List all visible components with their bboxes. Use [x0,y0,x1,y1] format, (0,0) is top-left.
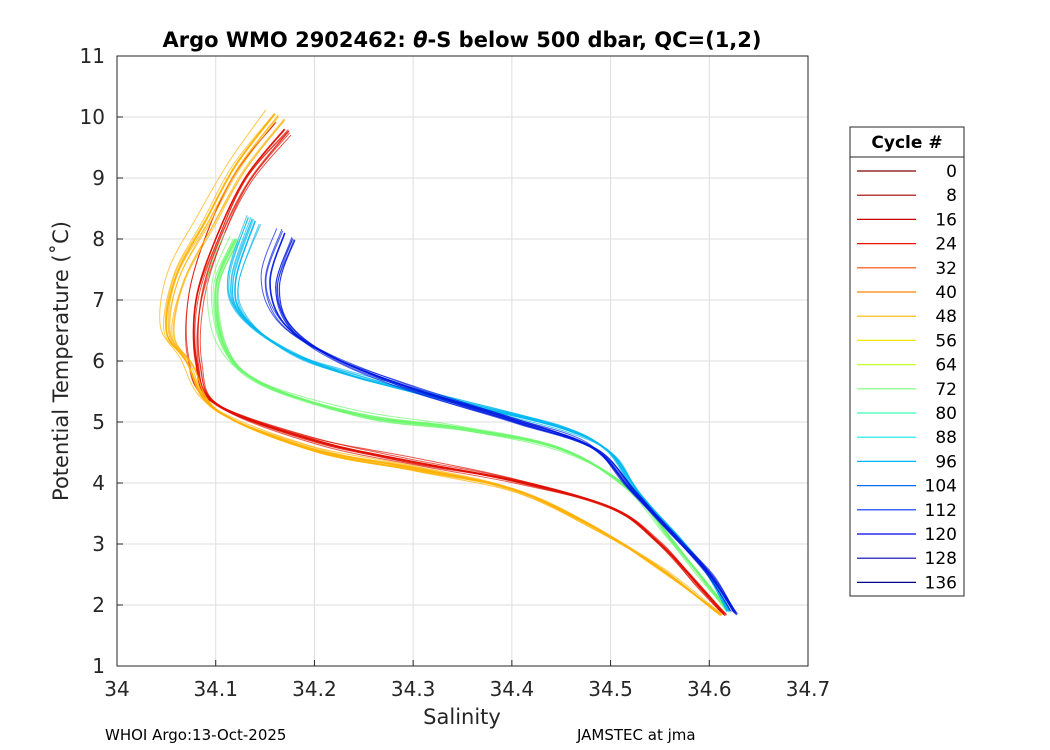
y-tick-label: 3 [92,532,105,556]
legend-label: 16 [935,210,957,230]
series-line-0-profile [197,130,727,615]
legend-label: 80 [935,404,957,424]
y-tick-label: 2 [92,593,105,617]
legend-box [849,126,965,597]
legend: Cycle # 0 8 16 24 32 40 48 56 64 72 80 88 96 104 112 12… [849,126,965,597]
profile-curves [159,109,738,617]
x-ticks: 34 34.1 34.2 34.3 34.4 34.5 34.6 34.7 [104,660,830,701]
x-tick-label: 34.1 [193,677,238,701]
footer-attribution: JAMSTEC at jma [577,726,696,744]
series-line-1-profile [173,119,723,616]
legend-label: 104 [925,477,957,497]
series-line-2-profile [212,238,729,613]
legend-label: 24 [935,235,957,255]
legend-label: 56 [935,331,957,351]
legend-label: 88 [935,428,957,448]
series-line-2-profile [206,232,727,612]
series-line-4-profile [276,239,737,616]
footer-source: WHOI Argo:13-Oct-2025 [105,726,287,744]
legend-label: 96 [935,452,957,472]
y-tick-label: 10 [80,105,105,129]
legend-label: 64 [935,356,957,376]
y-tick-label: 1 [92,654,105,678]
x-tick-label: 34.4 [490,677,535,701]
y-tick-label: 9 [92,166,105,190]
y-ticks: 1 2 3 4 5 6 7 8 9 10 11 [80,44,123,678]
legend-label: 32 [935,259,957,279]
y-tick-label: 7 [92,288,105,312]
series-line-0-profile [194,129,724,615]
x-tick-label: 34.2 [292,677,337,701]
x-tick-label: 34 [104,677,129,701]
legend-label: 120 [925,525,957,545]
legend-label: 40 [935,283,957,303]
legend-label: 0 [946,162,957,182]
series-line-3-profile [231,218,728,612]
x-tick-label: 34.7 [786,677,831,701]
legend-label: 8 [946,186,957,206]
x-axis-label: Salinity [423,705,501,729]
legend-label: 128 [925,549,957,569]
y-tick-label: 5 [92,410,105,434]
legend-title: Cycle # [871,133,942,153]
x-tick-label: 34.3 [391,677,436,701]
y-tick-label: 8 [92,227,105,251]
series-line-4-profile [276,239,738,615]
series-line-0-profile [185,122,721,612]
legend-label: 136 [925,573,957,593]
x-tick-label: 34.5 [588,677,633,701]
legend-entries: 0 8 16 24 32 40 48 56 64 72 80 88 96 104 112 120 128 136 [857,162,957,593]
y-tick-label: 6 [92,349,105,373]
legend-label: 72 [935,380,957,400]
y-axis-label: Potential Temperature (˚C) [49,221,73,501]
legend-label: 112 [925,501,957,521]
y-tick-label: 4 [92,471,105,495]
legend-label: 48 [935,307,957,327]
series-line-2-profile [216,240,731,613]
x-tick-label: 34.6 [687,677,732,701]
y-tick-label: 11 [80,44,105,68]
chart-title: Argo WMO 2902462: θ-S below 500 dbar, QC… [162,28,761,52]
